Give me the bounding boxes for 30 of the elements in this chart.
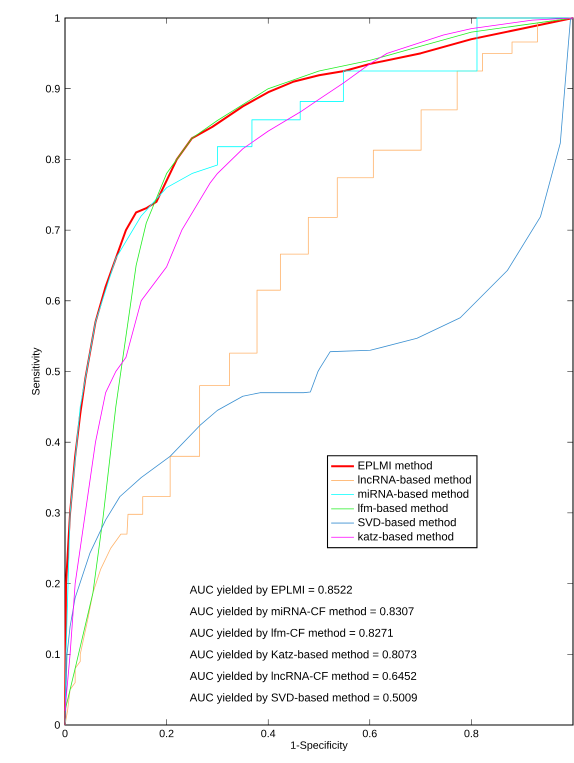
x-tick-label: 0.6	[362, 730, 377, 738]
annotation: AUC yielded by lncRNA-CF method = 0.6452	[190, 672, 416, 682]
annotation: AUC yielded by SVD-based method = 0.5009	[190, 693, 417, 704]
y-tick-label: 0.4	[46, 438, 60, 446]
y-tick-label: 0.2	[46, 580, 60, 588]
y-tick-label: 0.6	[46, 297, 60, 305]
y-tick-label: 0.5	[46, 368, 60, 376]
annotation: AUC yielded by lfm-CF method = 0.8271	[190, 628, 393, 640]
x-tick-label: 0.2	[160, 730, 174, 738]
y-tick-label: 1	[55, 14, 60, 22]
legend-label: lfm-based method	[358, 504, 448, 512]
y-tick-label: 0.1	[46, 650, 60, 658]
legend-label: katz-based method	[358, 532, 454, 540]
y-tick-label: 0.8	[46, 156, 60, 164]
x-tick-label: 0	[62, 730, 68, 738]
legend-label: SVD-based method	[358, 518, 456, 526]
annotation: AUC yielded by miRNA-CF method = 0.8307	[190, 606, 414, 618]
legend-label: miRNA-based method	[358, 490, 468, 498]
y-tick-label: 0.7	[46, 226, 60, 234]
x-tick-label: 0.4	[261, 730, 276, 738]
legend-label: lncRNA-based method	[358, 475, 471, 484]
x-tick-label: 0.8	[464, 730, 478, 738]
y-axis-title: Sensitivity	[32, 348, 42, 396]
y-tick-label: 0	[54, 721, 60, 729]
annotation: AUC yielded by Katz-based method = 0.8073	[190, 650, 416, 661]
x-axis-title: 1-Specificity	[291, 741, 348, 752]
legend-label: EPLMI method	[358, 461, 432, 470]
y-tick-label: 0.9	[46, 84, 60, 92]
annotation: AUC yielded by EPLMI = 0.8522	[190, 585, 352, 596]
y-tick-label: 0.3	[46, 509, 60, 517]
